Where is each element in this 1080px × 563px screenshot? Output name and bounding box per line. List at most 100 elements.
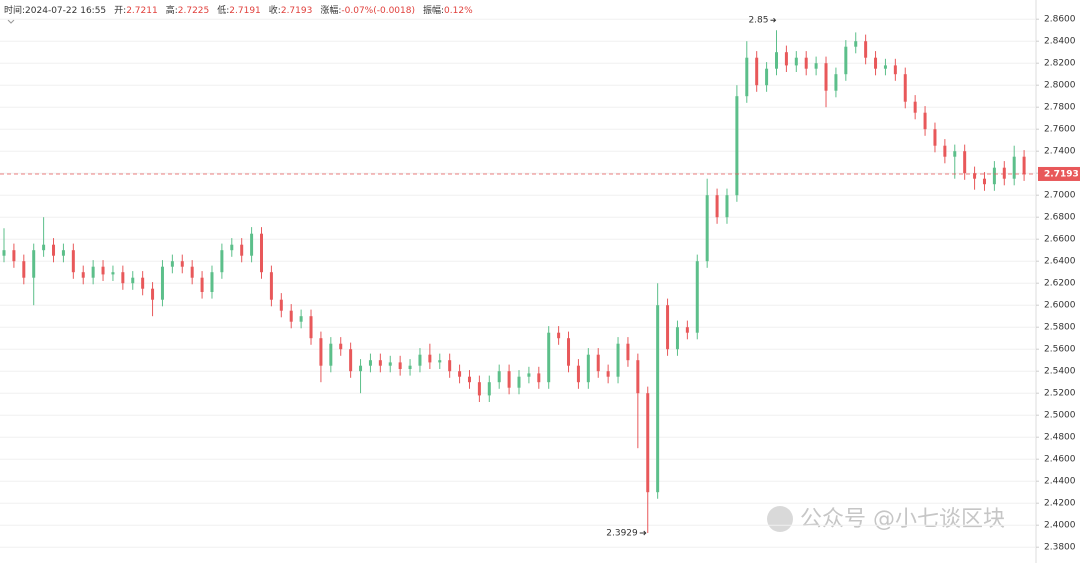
- candle-body: [131, 277, 135, 284]
- candle-body: [269, 272, 273, 300]
- candle-body: [388, 362, 392, 366]
- field-label: 收:: [268, 6, 281, 16]
- candle-body: [784, 52, 788, 66]
- candle-body: [359, 365, 363, 372]
- candle-body: [2, 250, 6, 256]
- candle-body: [557, 332, 561, 339]
- candle-body: [507, 371, 511, 388]
- candle-body: [586, 354, 590, 383]
- field-value: 2024-07-22 16:55: [25, 6, 107, 16]
- candle-body: [576, 365, 580, 383]
- candle-body: [834, 74, 838, 91]
- candle-body: [200, 277, 204, 292]
- candle-body: [42, 244, 46, 251]
- header: 时间:2024-07-22 16:55 开:2.7211 高:2.7225 低:2.7…: [4, 3, 481, 16]
- candle-body: [626, 343, 630, 361]
- candle-body: [477, 382, 481, 396]
- candle-body: [517, 376, 521, 388]
- candle-body: [428, 354, 432, 363]
- candle-body: [378, 360, 382, 366]
- candle-body: [666, 305, 670, 350]
- candle-body: [824, 63, 828, 91]
- last-price-box: [1038, 166, 1080, 181]
- y-tick-label: 2.5200: [1044, 389, 1076, 399]
- candle-body: [775, 52, 778, 69]
- candle-body: [804, 57, 808, 69]
- candle-body: [408, 365, 412, 369]
- candle-body: [151, 288, 155, 300]
- candle-body: [874, 57, 878, 69]
- y-tick-label: 2.6600: [1044, 235, 1076, 245]
- candle-body: [438, 360, 442, 363]
- candle-body: [81, 272, 85, 278]
- y-tick-label: 2.6000: [1044, 301, 1076, 311]
- watermark: 公众号 @小七谈区块: [767, 506, 1005, 532]
- candle-body: [705, 195, 709, 262]
- candle-body: [675, 327, 679, 350]
- candle-body: [656, 305, 660, 493]
- candle-body: [250, 233, 254, 256]
- candle-body: [646, 393, 650, 493]
- y-tick-label: 2.8200: [1044, 59, 1076, 69]
- candle-body: [368, 360, 372, 366]
- y-tick-label: 2.8600: [1044, 15, 1076, 25]
- y-tick-label: 2.7600: [1044, 125, 1076, 135]
- y-tick-label: 2.6200: [1044, 279, 1076, 289]
- grid: [0, 18, 1036, 548]
- candle-body: [32, 250, 36, 278]
- y-tick-label: 2.4000: [1044, 521, 1076, 531]
- candle-body: [883, 65, 887, 69]
- field-value: -0.07%(-0.0018): [341, 6, 415, 16]
- collapse-icon[interactable]: [7, 19, 15, 24]
- candle-body: [963, 151, 967, 174]
- candle-body: [279, 299, 283, 311]
- candle-body: [903, 74, 907, 102]
- candle-body: [210, 272, 214, 292]
- y-tick-label: 2.6400: [1044, 257, 1076, 267]
- candle-body: [606, 371, 610, 377]
- candle-body: [953, 151, 957, 157]
- field-label: 低:: [217, 6, 230, 16]
- candle-body: [418, 354, 422, 366]
- candle-body: [91, 266, 95, 278]
- field-value: 2.7225: [177, 6, 210, 16]
- last-price-label: 2.7193: [1044, 169, 1079, 179]
- candle-body: [913, 101, 917, 113]
- candle-body: [527, 373, 531, 377]
- y-tick-label: 2.7400: [1044, 147, 1076, 157]
- candle-body: [616, 343, 620, 377]
- field-label: 高:: [165, 6, 178, 16]
- candle-body: [765, 68, 769, 86]
- y-tick-label: 2.4400: [1044, 477, 1076, 487]
- candles: [2, 30, 1026, 534]
- y-tick-label: 2.4600: [1044, 455, 1076, 465]
- min-annotation: 2.3929: [606, 529, 638, 539]
- y-tick-label: 2.5000: [1044, 411, 1076, 421]
- candle-body: [190, 266, 194, 278]
- candle-body: [933, 129, 937, 146]
- watermark-text: 公众号 @小七谈区块: [800, 507, 1005, 532]
- candle-body: [240, 244, 244, 256]
- field-value: 0.12%: [444, 6, 473, 16]
- y-tick-label: 2.6800: [1044, 213, 1076, 223]
- field-label: 振幅:: [423, 6, 445, 16]
- candle-body: [923, 112, 927, 130]
- candle-body: [141, 277, 145, 289]
- candle-body: [864, 41, 868, 58]
- candle-body: [52, 244, 56, 256]
- max-arrow: [770, 17, 777, 23]
- candle-body: [725, 195, 729, 218]
- candle-body: [735, 96, 739, 196]
- candle-body: [893, 65, 897, 75]
- candle-body: [319, 338, 323, 366]
- candle-body: [854, 41, 858, 47]
- y-tick-label: 2.4200: [1044, 499, 1076, 509]
- candle-body: [745, 57, 749, 97]
- y-tick-label: 2.4800: [1044, 433, 1076, 443]
- candle-body: [755, 57, 759, 86]
- field-label: 涨幅:: [320, 6, 342, 16]
- y-tick-label: 2.8000: [1044, 81, 1076, 91]
- y-tick-label: 2.7800: [1044, 103, 1076, 113]
- candle-body: [260, 233, 263, 273]
